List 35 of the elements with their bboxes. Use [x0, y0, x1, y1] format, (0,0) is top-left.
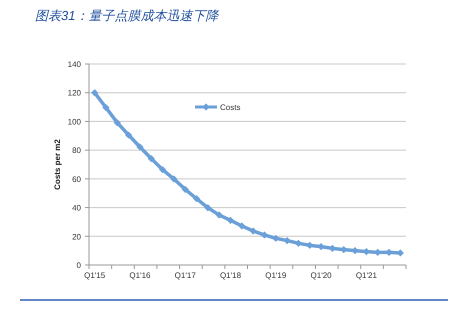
- chart-title: 图表31：量子点膜成本迅速下降: [35, 8, 220, 23]
- y-tick-label: 80: [72, 146, 82, 156]
- point: [102, 104, 110, 112]
- x-tick-label: Q1'18: [220, 271, 242, 280]
- x-tick-label: Q1'15: [84, 271, 106, 280]
- x-tick-label: Q1'16: [129, 271, 152, 280]
- y-tick-label: 140: [68, 60, 82, 69]
- point: [136, 143, 144, 151]
- y-tick-label: 40: [72, 204, 82, 213]
- point: [182, 186, 189, 193]
- y-axis-title: Costs per m2: [53, 138, 62, 190]
- point: [148, 155, 155, 162]
- x-tick-label: Q1'20: [310, 271, 332, 280]
- y-tick-label: 0: [76, 261, 82, 270]
- point: [238, 222, 246, 230]
- x-tick-label: Q1'17: [174, 271, 196, 280]
- point: [272, 234, 280, 242]
- point: [158, 166, 166, 174]
- point: [216, 211, 223, 219]
- legend-label: Costs: [220, 103, 240, 112]
- y-tick-label: 120: [68, 88, 82, 98]
- point: [250, 227, 257, 235]
- point: [91, 89, 98, 96]
- y-tick-label: 100: [68, 117, 82, 126]
- point: [192, 195, 200, 202]
- point: [114, 119, 121, 126]
- point: [260, 231, 268, 239]
- point: [204, 204, 212, 212]
- point: [226, 216, 234, 224]
- x-tick-label: Q1'19: [265, 271, 287, 280]
- point: [170, 175, 178, 183]
- y-tick-label: 60: [72, 174, 82, 184]
- y-tick-label: 20: [72, 232, 82, 242]
- point: [125, 131, 132, 139]
- x-tick-label: Q1'21: [356, 271, 378, 280]
